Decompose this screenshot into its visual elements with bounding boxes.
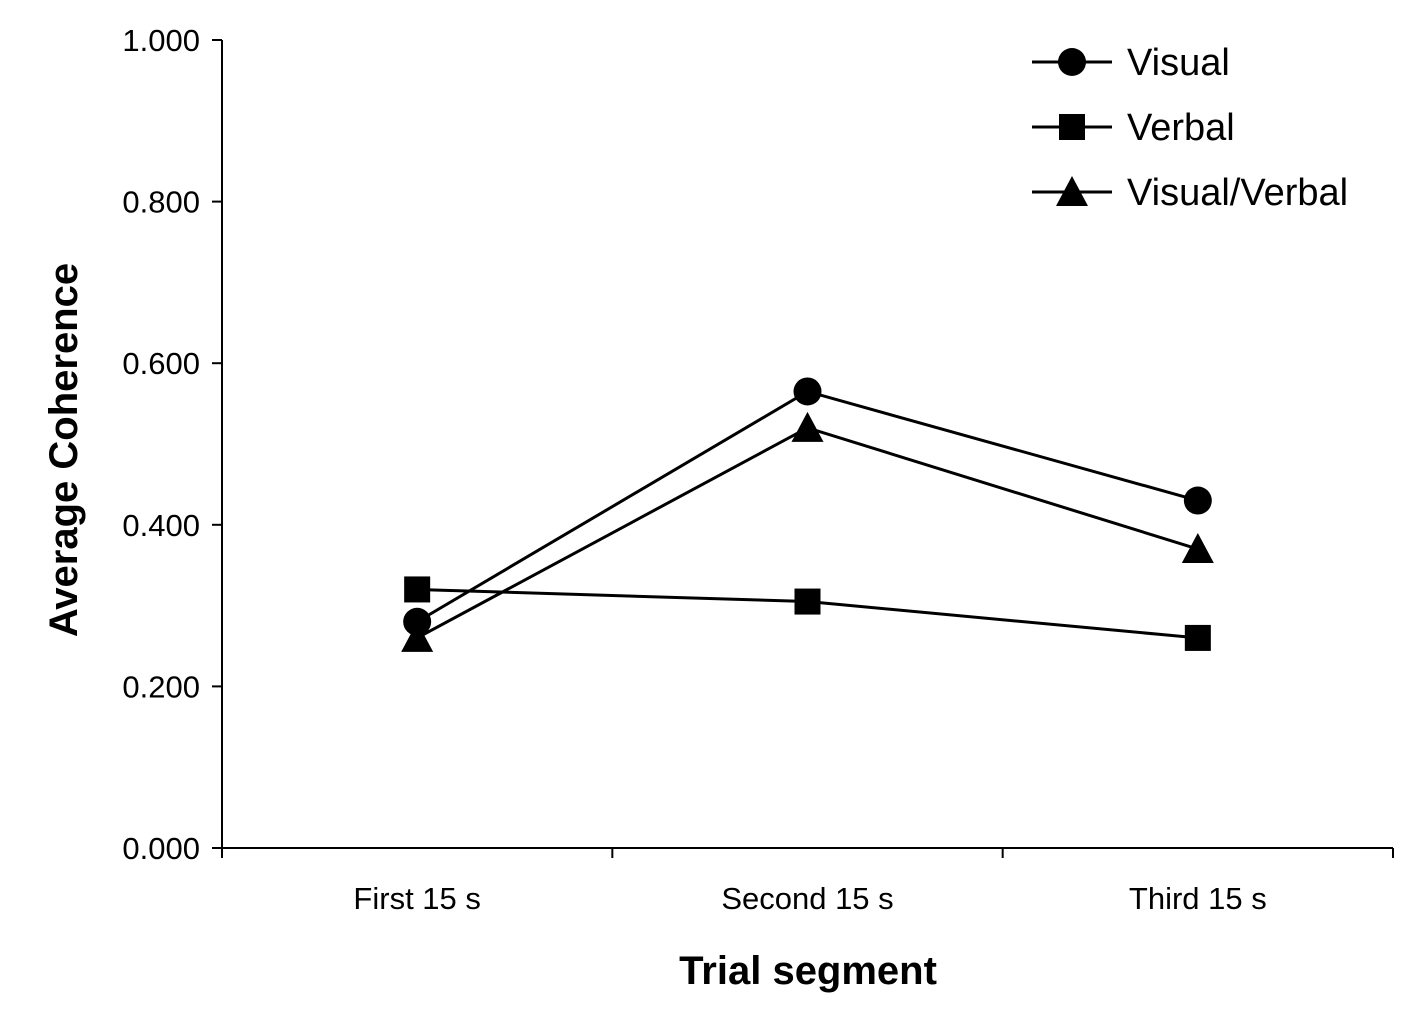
legend-item-visual-verbal: Visual/Verbal (1032, 172, 1348, 214)
y-tick-label: 0.800 (122, 185, 200, 220)
y-tick-label: 0.400 (122, 508, 200, 543)
y-tick-label: 0.200 (122, 669, 200, 704)
legend-item-visual: Visual (1032, 42, 1230, 84)
series-verbal (404, 576, 1211, 651)
data-point-visual (793, 377, 822, 406)
axes: 0.000 0.200 0.400 0.600 0.800 1.000 First 15 s… (122, 23, 1394, 916)
data-point-visual (403, 607, 432, 636)
series-layer (401, 377, 1214, 652)
data-point-verbal (1184, 624, 1211, 651)
legend-marker-visual-verbal (1056, 176, 1088, 206)
y-tick-label: 1.000 (122, 23, 200, 58)
data-point-visual (1183, 486, 1212, 515)
data-point-visual-verbal (791, 411, 824, 442)
data-point-verbal (404, 576, 431, 603)
data-point-visual-verbal (401, 621, 434, 652)
legend-label-verbal: Verbal (1127, 107, 1235, 149)
x-tick-label: Third 15 s (1129, 881, 1267, 916)
legend-label-visual: Visual (1127, 42, 1230, 84)
series-visual-verbal (401, 411, 1214, 652)
x-tick-label: Second 15 s (721, 881, 893, 916)
series-visual (403, 377, 1212, 636)
legend-label-visual-verbal: Visual/Verbal (1127, 172, 1348, 214)
y-tick-label: 0.600 (122, 346, 200, 381)
y-axis-title: Average Coherence (42, 263, 86, 637)
legend: Visual Verbal Visual/Verbal (1032, 42, 1348, 214)
x-tick-label: First 15 s (353, 881, 480, 916)
data-point-visual-verbal (1181, 533, 1214, 564)
legend-marker-verbal (1059, 114, 1085, 140)
legend-marker-visual (1058, 48, 1086, 76)
legend-item-verbal: Verbal (1032, 107, 1235, 149)
data-point-verbal (794, 588, 821, 615)
y-tick-label: 0.000 (122, 831, 200, 866)
x-axis-title: Trial segment (679, 949, 937, 993)
